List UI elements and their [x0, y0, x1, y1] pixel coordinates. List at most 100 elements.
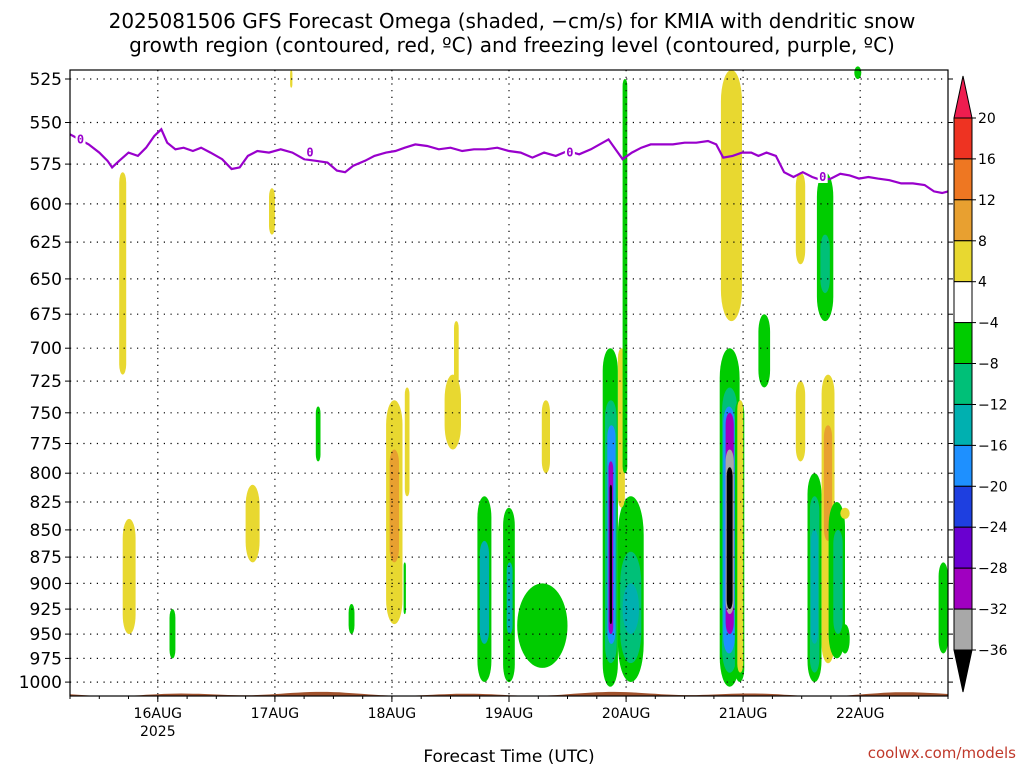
x-tick-label: 17AUG — [251, 706, 300, 722]
colorbar-box — [953, 199, 973, 242]
omega-blob — [541, 400, 550, 474]
colorbar-box — [953, 608, 973, 651]
omega-blob — [315, 406, 321, 462]
y-tick-label: 800 — [30, 464, 62, 484]
y-tick-label: 675 — [30, 305, 62, 325]
freezing-level-labels: 0 0 0 0 — [75, 131, 828, 184]
y-tick-label: 825 — [30, 493, 62, 513]
x-axis-label: Forecast Time (UTC) — [423, 747, 594, 767]
y-tick-label: 850 — [30, 521, 62, 541]
y-tick-label: 650 — [30, 270, 62, 290]
y-axis: 525 550 575 600 625 650 675 700 725 750 775 800 825 8… — [19, 70, 953, 693]
omega-blob — [269, 188, 275, 235]
colorbar-label: −32 — [978, 602, 1008, 618]
freezing-level-contour — [69, 127, 949, 195]
omega-blob — [820, 234, 830, 294]
colorbar-top-triangle — [953, 75, 973, 119]
x-tick-label: 21AUG — [719, 706, 768, 722]
omega-blob — [479, 540, 490, 644]
omega-blob — [454, 321, 459, 413]
omega-blob — [119, 172, 127, 375]
omega-blob — [622, 583, 639, 634]
y-tick-label: 750 — [30, 404, 62, 424]
y-tick-label: 725 — [30, 372, 62, 392]
y-tick-label: 700 — [30, 339, 62, 359]
omega-blob — [506, 562, 513, 634]
colorbar-box — [953, 444, 973, 487]
freezing-level-label: 0 — [306, 146, 313, 160]
x-axis: 16AUG 2025 17AUG 18AUG 19AUG 20AUG 21AUG 22AUG — [69, 696, 949, 740]
y-tick-label: 1000 — [19, 673, 62, 693]
colorbar-box — [953, 404, 973, 446]
chart-title-line2: growth region (contoured, red, ºC) and f… — [129, 33, 895, 57]
colorbar-label: 8 — [978, 234, 987, 250]
x-tick-label: 19AUG — [485, 706, 534, 722]
colorbar-label: 16 — [978, 152, 996, 168]
y-tick-label: 950 — [30, 625, 62, 645]
omega-blob — [245, 484, 260, 563]
omega-shading — [119, 66, 948, 687]
omega-blob — [720, 70, 742, 322]
y-tick-label: 550 — [30, 114, 62, 134]
y-tick-label: 900 — [30, 574, 62, 594]
colorbar-label: 12 — [978, 193, 996, 209]
colorbar-label: 4 — [978, 275, 987, 291]
colorbar-label: −24 — [978, 520, 1008, 536]
x-tick-label: 16AUG — [134, 706, 183, 722]
ground-surface — [70, 691, 948, 697]
omega-blob — [122, 518, 136, 635]
colorbar-box — [953, 240, 973, 283]
plot-area: 0 0 0 0 — [69, 66, 949, 697]
freezing-level-label: 0 — [77, 132, 84, 146]
omega-blob — [403, 562, 406, 615]
omega-blob — [517, 583, 568, 668]
omega-blob — [404, 387, 410, 497]
y-tick-label: 525 — [30, 70, 62, 90]
omega-blob — [795, 172, 806, 265]
colorbar-label: −20 — [978, 479, 1008, 495]
y-tick-label: 975 — [30, 649, 62, 669]
colorbar-box — [953, 567, 973, 610]
omega-blob — [840, 624, 850, 654]
omega-blob — [823, 425, 833, 541]
omega-blob — [609, 484, 612, 625]
omega-blob — [389, 449, 399, 563]
omega-blob — [938, 562, 948, 654]
chart-title-line1: 2025081506 GFS Forecast Omega (shaded, −… — [109, 9, 916, 33]
colorbar-box — [953, 117, 973, 160]
colorbar-box — [953, 322, 973, 365]
colorbar-label: 20 — [978, 111, 996, 127]
y-tick-label: 625 — [30, 233, 62, 253]
y-tick-label: 575 — [30, 155, 62, 175]
omega-blob — [737, 400, 744, 673]
freezing-label-mask — [564, 144, 575, 159]
colorbar-label: −4 — [978, 316, 999, 332]
freezing-label-mask — [817, 169, 828, 183]
y-tick-label: 875 — [30, 548, 62, 568]
freezing-label-mask — [305, 144, 315, 159]
colorbar-label: −16 — [978, 438, 1008, 454]
omega-blob — [169, 609, 176, 659]
x-tick-sublabel: 2025 — [140, 724, 176, 740]
colorbar-box — [953, 485, 973, 528]
omega-blob — [833, 529, 843, 634]
y-tick-label: 600 — [30, 195, 62, 215]
colorbar-label: −36 — [978, 643, 1008, 659]
colorbar-label: −8 — [978, 357, 999, 373]
omega-blob — [758, 314, 771, 388]
omega-blob — [726, 467, 733, 610]
x-tick-label: 18AUG — [368, 706, 417, 722]
x-tick-label: 22AUG — [836, 706, 885, 722]
omega-blob — [348, 604, 355, 634]
colorbar: 20 16 12 8 4 −4 −8 −12 −16 −20 −24 −28 −32 −36 — [953, 75, 1008, 693]
freezing-level-label: 0 — [566, 146, 573, 160]
colorbar-bottom-triangle — [953, 649, 973, 693]
x-tick-label: 20AUG — [602, 706, 651, 722]
y-tick-label: 925 — [30, 600, 62, 620]
omega-blob — [795, 381, 806, 462]
credit-watermark: coolwx.com/models — [868, 744, 1016, 762]
freezing-label-mask — [75, 131, 86, 146]
freezing-level-label: 0 — [819, 170, 826, 184]
colorbar-label: −12 — [978, 398, 1008, 414]
